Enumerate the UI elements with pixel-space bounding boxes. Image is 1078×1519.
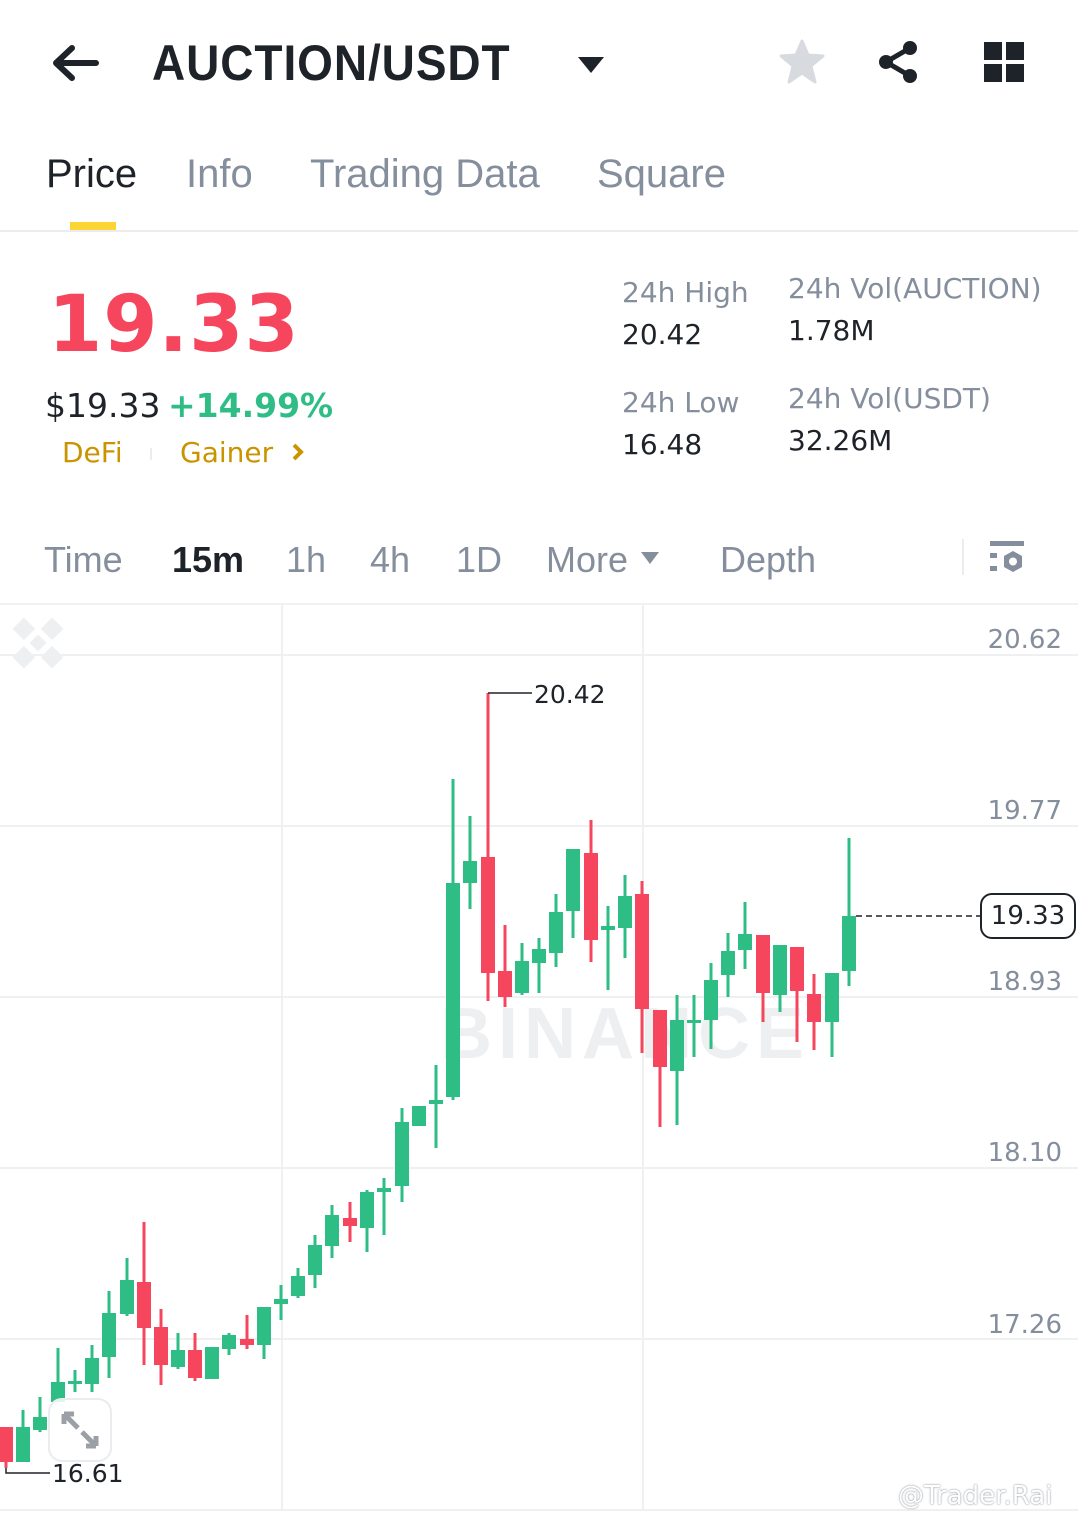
- interval-more[interactable]: More: [546, 539, 629, 580]
- binance-logo-watermark: [12, 617, 64, 669]
- tab-square[interactable]: Square: [597, 152, 726, 196]
- chart-settings-icon[interactable]: [986, 537, 1028, 579]
- tab-info[interactable]: Info: [186, 152, 253, 196]
- vol-quote-value: 32.26M: [788, 424, 893, 457]
- last-price: 19.33: [48, 280, 300, 370]
- vol-quote-label: 24h Vol(USDT): [788, 382, 991, 415]
- usd-price: $19.33: [45, 386, 161, 425]
- star-icon[interactable]: [778, 38, 826, 86]
- high-value: 20.42: [622, 318, 703, 351]
- interval-time[interactable]: Time: [44, 539, 123, 580]
- tag-defi[interactable]: DeFi: [62, 436, 123, 469]
- credit-watermark: @Trader.Rai: [898, 1481, 1053, 1511]
- caret-down-icon[interactable]: [576, 54, 606, 76]
- interval-1d[interactable]: 1D: [456, 539, 503, 580]
- vol-base-label: 24h Vol(AUCTION): [788, 272, 1042, 305]
- y-axis-label: 17.26: [987, 1310, 1062, 1340]
- expand-icon: [61, 1411, 99, 1449]
- pair-title[interactable]: AUCTION/USDT: [152, 35, 511, 91]
- fullscreen-button[interactable]: [48, 1398, 112, 1462]
- interval-15m[interactable]: 15m: [172, 539, 245, 580]
- tag-divider: [150, 448, 152, 460]
- vol-base-value: 1.78M: [788, 314, 875, 347]
- share-icon[interactable]: [874, 38, 922, 86]
- change-percent: +14.99%: [168, 386, 334, 425]
- y-axis-label: 19.77: [987, 796, 1062, 826]
- tab-trading-data[interactable]: Trading Data: [310, 152, 540, 196]
- chart-canvas[interactable]: [0, 605, 1078, 1519]
- y-axis-label: 18.93: [987, 967, 1062, 997]
- divider: [962, 539, 964, 575]
- tab-price[interactable]: Price: [46, 152, 138, 196]
- chevron-right-icon[interactable]: [290, 440, 306, 464]
- interval-4h[interactable]: 4h: [370, 539, 411, 580]
- low-marker-label: 16.61: [52, 1459, 124, 1488]
- low-value: 16.48: [622, 428, 703, 461]
- y-axis-label: 18.10: [987, 1138, 1062, 1168]
- grid-icon[interactable]: [982, 40, 1026, 84]
- tab-bar: Price Info Trading Data Square: [0, 130, 1078, 232]
- candlestick-chart[interactable]: BINANCE 20.62 19.77 18.93 18.10 17.26 19…: [0, 605, 1078, 1519]
- top-bar: AUCTION/USDT: [0, 0, 1078, 130]
- y-axis-label: 20.62: [987, 625, 1062, 655]
- low-label: 24h Low: [622, 386, 740, 419]
- back-arrow-icon[interactable]: [50, 40, 100, 86]
- active-tab-indicator: [70, 222, 116, 230]
- depth-button[interactable]: Depth: [720, 539, 817, 580]
- binance-watermark: BINANCE: [440, 994, 811, 1074]
- tag-gainer[interactable]: Gainer: [180, 436, 274, 469]
- high-label: 24h High: [622, 276, 749, 309]
- interval-bar: Time 15m 1h 4h 1D More Depth: [0, 515, 1078, 605]
- last-price-marker[interactable]: 19.33: [980, 893, 1076, 939]
- high-marker-label: 20.42: [534, 680, 606, 709]
- interval-1h[interactable]: 1h: [286, 539, 327, 580]
- caret-down-icon[interactable]: [640, 551, 660, 565]
